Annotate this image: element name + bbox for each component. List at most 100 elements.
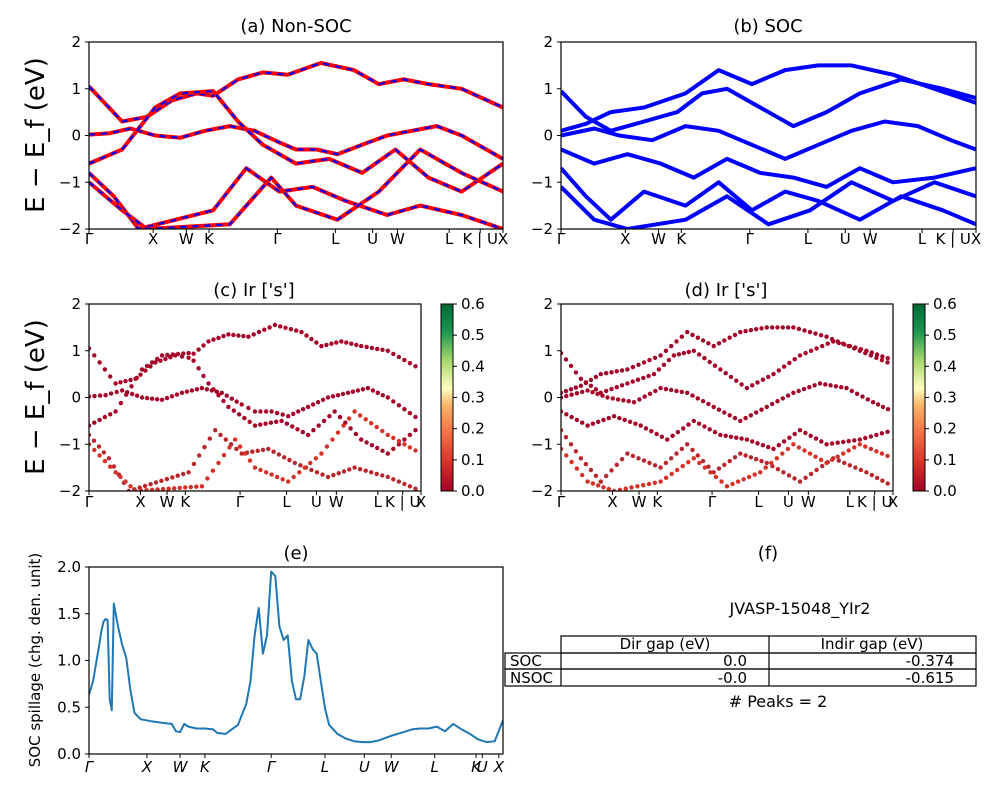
band-point xyxy=(780,396,785,401)
band-point xyxy=(164,476,170,482)
band-point xyxy=(700,399,706,404)
band-point xyxy=(359,437,364,442)
band-point xyxy=(283,325,288,330)
band-1 xyxy=(89,322,418,386)
band-point xyxy=(573,449,579,454)
x-tick-label: K | U xyxy=(857,493,892,511)
band-point xyxy=(633,421,638,426)
band-point xyxy=(743,415,748,421)
band-point xyxy=(101,450,107,455)
band-point xyxy=(396,438,402,444)
band-point xyxy=(669,471,674,477)
band-point xyxy=(139,395,145,400)
band-point xyxy=(658,353,663,358)
band-point xyxy=(818,333,824,338)
band-point xyxy=(214,389,219,394)
colorbar-tick-label: 0.5 xyxy=(461,326,485,344)
band-point xyxy=(291,411,296,417)
band-point xyxy=(670,433,675,438)
band-point xyxy=(148,482,153,487)
band-point xyxy=(604,388,609,394)
y-tick-label: 1 xyxy=(543,80,553,98)
band-point xyxy=(247,458,253,463)
band-point xyxy=(149,487,155,491)
band-point xyxy=(191,461,197,467)
band-point xyxy=(396,442,402,447)
x-tick-label: X xyxy=(620,230,630,248)
band-point xyxy=(764,404,769,410)
band-point xyxy=(124,392,129,397)
band-point xyxy=(863,444,868,449)
band-point xyxy=(252,465,258,470)
band-point xyxy=(297,470,302,475)
band-point xyxy=(568,363,574,369)
y-tick-label: −2 xyxy=(59,220,81,238)
band-point xyxy=(413,486,418,491)
band-point xyxy=(292,460,297,466)
band-point xyxy=(707,359,712,365)
band-point xyxy=(274,410,280,416)
x-tick-label: K xyxy=(180,493,191,511)
band-point xyxy=(686,422,691,427)
band-point xyxy=(407,445,413,450)
band-point xyxy=(227,445,232,450)
band-point xyxy=(226,332,231,337)
band-point xyxy=(595,391,600,397)
panel-c: (c) Ir ['s'] E − E_f (eV) 210−1−2Γ X W K Γ L U… xyxy=(21,280,485,511)
band-point xyxy=(221,453,227,458)
x-tick-label: Γ xyxy=(746,230,755,248)
colorbar-tick-label: 0.6 xyxy=(933,295,957,313)
y-tick-label: 2 xyxy=(71,33,81,51)
band-point xyxy=(166,486,171,491)
band-point xyxy=(780,451,785,456)
band-point xyxy=(820,343,825,349)
band-point xyxy=(732,455,738,460)
band-point xyxy=(320,472,325,477)
x-tick-label: X xyxy=(888,493,898,511)
band-point xyxy=(588,377,594,383)
band-point xyxy=(874,355,879,360)
panel-c-colorbar-ticks: 0.6 0.5 0.4 0.3 0.2 0.1 0.0 xyxy=(453,295,485,500)
band-point xyxy=(330,394,336,399)
y-tick-label: 2 xyxy=(71,295,81,313)
band-point xyxy=(210,468,216,473)
band-point xyxy=(574,391,580,396)
band-point xyxy=(771,446,776,452)
band-point xyxy=(118,474,123,480)
band-point xyxy=(728,434,734,439)
x-tick-label: X xyxy=(135,493,145,511)
band-point xyxy=(724,484,730,489)
band-point xyxy=(593,374,599,380)
band-point xyxy=(374,424,379,430)
material-id: JVASP-15048_YIr2 xyxy=(729,599,871,619)
band-point xyxy=(647,460,652,466)
colorbar-tick-label: 0.2 xyxy=(933,420,957,438)
band-point xyxy=(869,472,874,478)
y-tick-label: 0 xyxy=(71,127,81,145)
band-point xyxy=(191,351,196,356)
band-point xyxy=(364,344,369,350)
panel-c-colorbar xyxy=(440,303,454,492)
band-point xyxy=(369,345,375,351)
band-point xyxy=(563,357,569,362)
band-point xyxy=(92,393,97,399)
table-header-dir: Dir gap (eV) xyxy=(620,635,711,653)
y-tick-label: 2 xyxy=(543,33,553,51)
band-point xyxy=(723,371,728,376)
panel-b-data xyxy=(561,63,976,229)
band-point xyxy=(375,346,380,352)
band-point xyxy=(375,390,380,395)
x-tick-label: X xyxy=(493,758,505,776)
band-point xyxy=(144,363,150,369)
band-point xyxy=(656,367,662,372)
band-point xyxy=(671,353,677,358)
colorbar-tick-label: 0.6 xyxy=(461,295,485,313)
band-point xyxy=(702,356,707,361)
band-3 xyxy=(89,428,418,491)
band-point xyxy=(758,470,763,475)
band-point xyxy=(625,451,630,456)
band-point xyxy=(319,451,324,456)
band-point xyxy=(269,472,274,477)
band-point xyxy=(874,352,880,357)
y-tick-label: 1 xyxy=(71,80,81,98)
